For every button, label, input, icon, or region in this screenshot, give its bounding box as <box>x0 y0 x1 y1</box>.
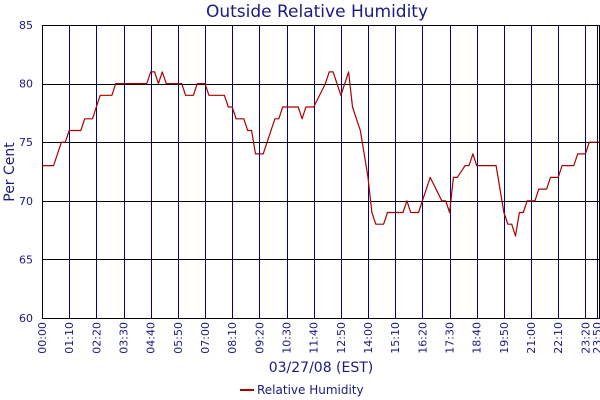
x-tick-label: 03:30 <box>118 322 131 354</box>
x-tick-label: 15:10 <box>389 322 402 354</box>
x-tick-label: 18:40 <box>471 322 484 354</box>
y-tick-label: 65 <box>19 253 33 266</box>
y-tick-label: 60 <box>19 312 33 325</box>
legend-label: Relative Humidity <box>257 383 364 397</box>
x-tick-label: 11:40 <box>308 322 321 354</box>
x-tick-label: 08:10 <box>226 322 239 354</box>
series-line-0 <box>42 71 599 237</box>
x-tick-label: 14:00 <box>362 322 375 354</box>
y-tick-label: 85 <box>19 19 33 32</box>
x-tick-label: 10:30 <box>281 322 294 354</box>
y-tick-labels: 60 65 70 75 80 85 <box>19 19 33 325</box>
x-tick-label: 22:10 <box>552 322 565 354</box>
x-tick-label: 07:00 <box>199 322 212 354</box>
x-tick-label: 23:20 <box>579 322 592 354</box>
y-axis-label: Per Cent <box>2 142 18 202</box>
x-tick-label: 04:40 <box>145 322 158 354</box>
x-axis-label: 03/27/08 (EST) <box>269 360 374 376</box>
legend: Relative Humidity <box>240 383 364 397</box>
plot-frame <box>42 25 600 319</box>
x-tick-label: 12:50 <box>335 322 348 354</box>
x-tick-label: 16:20 <box>416 322 429 354</box>
x-tick-label: 01:10 <box>63 322 76 354</box>
x-tick-label: 17:30 <box>444 322 457 354</box>
y-tick-label: 70 <box>19 195 33 208</box>
x-tick-label: 05:50 <box>172 322 185 354</box>
x-tick-label: 09:20 <box>253 322 266 354</box>
x-tick-label: 00:00 <box>36 322 49 354</box>
x-tick-label: 21:00 <box>525 322 538 354</box>
x-tick-label: 19:50 <box>498 322 511 354</box>
x-tick-label: 02:20 <box>90 322 103 354</box>
y-tick-label: 75 <box>19 136 33 149</box>
chart-title: Outside Relative Humidity <box>206 2 428 22</box>
x-tick-labels: 00:00 01:10 02:20 03:30 04:40 05:50 07:00 08:10… <box>36 322 600 354</box>
y-tick-label: 80 <box>19 78 33 91</box>
series-layer <box>42 71 599 237</box>
x-tick-label: 23:50 <box>591 322 600 354</box>
grid-layer <box>42 25 599 319</box>
